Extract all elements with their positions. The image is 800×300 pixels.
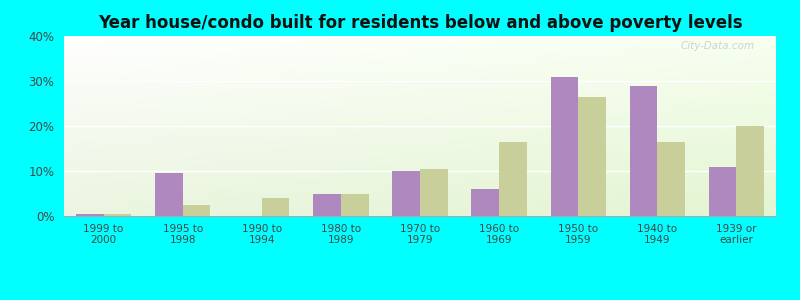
Bar	[103, 214, 131, 216]
Text: City-Data.com: City-Data.com	[681, 41, 754, 51]
Bar	[709, 167, 737, 216]
Bar	[76, 214, 103, 216]
Bar	[550, 76, 578, 216]
Title: Year house/condo built for residents below and above poverty levels: Year house/condo built for residents bel…	[98, 14, 742, 32]
Bar	[630, 85, 658, 216]
Bar	[392, 171, 420, 216]
Bar	[314, 194, 341, 216]
Bar	[155, 173, 182, 216]
Bar	[182, 205, 210, 216]
Bar	[658, 142, 685, 216]
Bar	[420, 169, 448, 216]
Bar	[578, 97, 606, 216]
Bar	[341, 194, 369, 216]
Bar	[471, 189, 499, 216]
Bar	[737, 126, 764, 216]
Bar	[262, 198, 290, 216]
Bar	[499, 142, 526, 216]
